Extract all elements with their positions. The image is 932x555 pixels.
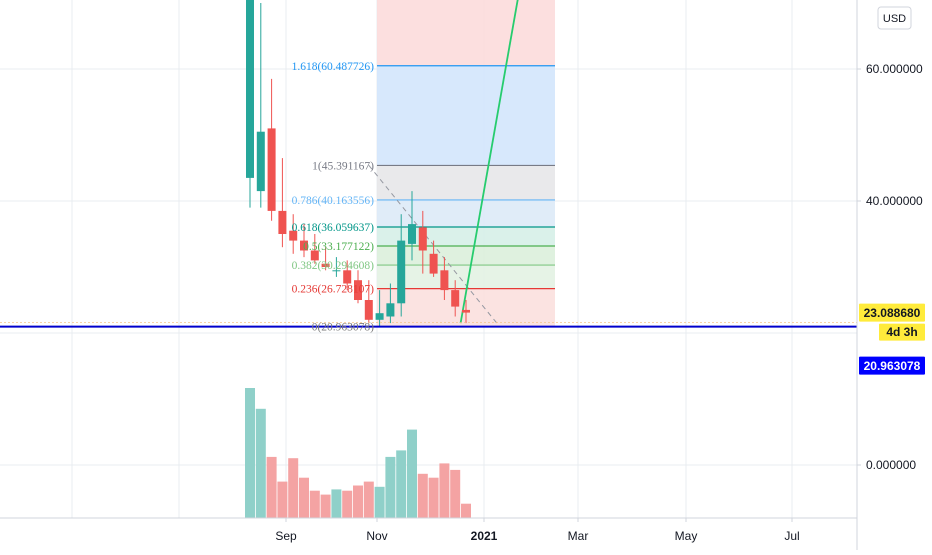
fib-zone	[377, 199, 555, 228]
candle-body[interactable]	[408, 224, 416, 244]
volume-bar	[407, 429, 417, 518]
price-badge-label: 4d 3h	[886, 325, 917, 339]
fib-zone	[377, 65, 555, 166]
y-tick-label: 0.000000	[866, 458, 916, 472]
candle-body[interactable]	[310, 250, 319, 261]
volume-bar	[266, 456, 277, 518]
projection-arrow[interactable]	[459, 0, 534, 324]
fib-zone	[377, 246, 555, 266]
axes	[0, 0, 858, 550]
price-badge-label: 20.963078	[864, 359, 921, 373]
currency-label[interactable]: USD	[883, 13, 906, 25]
currency-selector[interactable]: USD	[877, 6, 912, 30]
candles	[246, 0, 470, 327]
fib-level-label: 0.786(40.163556)	[292, 195, 375, 207]
volume-bar	[353, 485, 363, 518]
x-tick-label: Mar	[568, 529, 589, 543]
volume-bar	[255, 408, 266, 518]
volume-bar	[385, 456, 396, 518]
candle-body[interactable]	[418, 227, 427, 251]
x-tick-label: 2021	[471, 529, 498, 543]
candle-body[interactable]	[267, 128, 276, 211]
fib-zone	[377, 165, 555, 200]
candle-body[interactable]	[451, 290, 460, 307]
volume-bar	[428, 477, 439, 518]
candle-body[interactable]	[246, 0, 254, 178]
candle-body[interactable]	[343, 270, 352, 284]
x-tick-label: Jul	[784, 529, 799, 543]
price-badge-bg	[879, 323, 925, 341]
candle-body[interactable]	[300, 240, 308, 251]
price-badge-label: 23.088680	[864, 306, 921, 320]
candle-body[interactable]	[440, 270, 449, 291]
volume-bar	[245, 388, 255, 518]
currency-box[interactable]	[877, 6, 912, 30]
fib-level-label: 0.236(26.728107)	[292, 284, 375, 296]
volume-bar	[342, 490, 353, 518]
fib-level-label: 0.618(36.059637)	[292, 222, 375, 234]
candle-body[interactable]	[364, 300, 373, 320]
candle-body[interactable]	[321, 263, 330, 267]
price-badges: 23.088680 4d 3h 20.963078	[859, 303, 925, 375]
y-axis-ticks: 0.00000040.00000060.00000080.000000100.0…	[857, 62, 923, 472]
volume-bar	[439, 463, 450, 518]
grid-lines	[0, 0, 857, 518]
fib-level-label: 1(45.391167)	[312, 160, 374, 172]
candle-body[interactable]	[256, 131, 265, 192]
volume-bar	[417, 473, 428, 518]
price-badge-bg	[859, 356, 925, 375]
candle-body[interactable]	[289, 230, 298, 241]
fib-level-label: 0(20.963078)	[312, 322, 374, 334]
candle-body[interactable]	[354, 280, 362, 300]
candle-body[interactable]	[332, 270, 341, 272]
fib-level-label: 0.382(30.294608)	[292, 260, 375, 272]
volume-bar	[277, 481, 288, 518]
fib-level-label: 0.5(33.177122)	[303, 241, 374, 253]
x-tick-label: Nov	[366, 529, 387, 543]
fib-zone	[377, 265, 555, 289]
volume-bar	[461, 503, 471, 518]
x-axis-ticks: Sep Nov 2021 Mar May Jul	[275, 518, 800, 543]
fib-zone	[377, 0, 555, 66]
candle-body[interactable]	[397, 240, 406, 304]
candle-body[interactable]	[278, 210, 287, 234]
candle-body[interactable]	[386, 303, 395, 317]
volume-bar	[450, 469, 461, 518]
fib-level-label: 1.618(60.487726)	[292, 61, 375, 73]
volume-bar	[396, 450, 407, 518]
volume-bar	[299, 477, 309, 518]
candle-body[interactable]	[375, 313, 384, 320]
volume-bar	[288, 458, 299, 518]
volume-bar	[309, 490, 320, 518]
x-tick-label: Sep	[275, 529, 297, 543]
support-line-group	[0, 322, 857, 328]
volume-bar	[363, 481, 374, 518]
candle-body[interactable]	[429, 253, 438, 274]
price-badge-bg	[859, 303, 925, 322]
y-tick-label: 60.000000	[866, 62, 923, 76]
x-tick-label: May	[675, 529, 698, 543]
candle-body[interactable]	[462, 309, 470, 313]
volume-bar	[320, 494, 331, 518]
y-tick-label: 40.000000	[866, 194, 923, 208]
volume-bars	[245, 388, 471, 518]
volume-bar	[331, 489, 342, 518]
volume-bar	[374, 486, 385, 518]
fib-level-labels: 0(20.963078) 0.236(26.728107) 0.382(30.294…	[292, 61, 375, 334]
